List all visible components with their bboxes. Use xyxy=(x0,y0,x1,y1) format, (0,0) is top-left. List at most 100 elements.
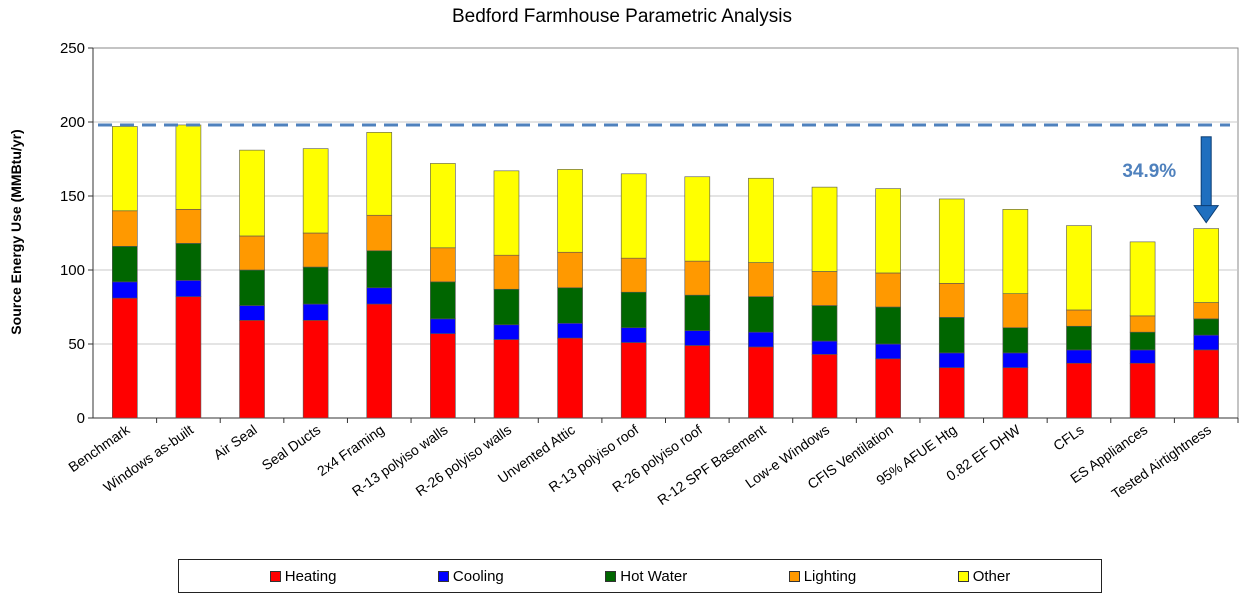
bar-other xyxy=(239,149,265,237)
bar-lighting xyxy=(875,272,901,308)
bar-heating xyxy=(620,342,647,419)
bar-heating xyxy=(1129,362,1156,419)
y-tick-label: 150 xyxy=(60,188,85,205)
legend-item: Cooling xyxy=(437,567,504,585)
bar-heating xyxy=(557,337,583,419)
legend-swatch xyxy=(605,570,617,582)
x-tick-label: R-12 SPF Basement xyxy=(654,421,768,508)
bar-cooling xyxy=(684,330,711,346)
bar-hot-water xyxy=(1193,318,1219,336)
bar-heating xyxy=(1066,362,1092,419)
bar-heating xyxy=(1002,367,1029,419)
bar-other xyxy=(620,173,647,259)
bar-other xyxy=(748,177,774,263)
bar-lighting xyxy=(302,232,329,268)
chart-title: Bedford Farmhouse Parametric Analysis xyxy=(451,6,793,27)
bar-heating xyxy=(748,346,774,419)
bar-hot-water xyxy=(620,291,647,329)
y-tick-label: 200 xyxy=(60,114,85,131)
bar-other xyxy=(875,188,901,274)
bar-other xyxy=(430,163,456,249)
bar-heating xyxy=(684,345,711,419)
bar-heating xyxy=(875,358,901,419)
bar-hot-water xyxy=(811,305,838,342)
bar-hot-water xyxy=(1002,327,1029,354)
legend-label: Heating xyxy=(284,567,337,585)
bar-cooling xyxy=(175,280,202,297)
x-tick-label: CFLs xyxy=(1050,421,1087,453)
legend-item: Other xyxy=(957,568,1010,585)
annotation-arrow-head xyxy=(1193,205,1220,224)
x-tick-label: Air Seal xyxy=(210,421,259,462)
bar-hot-water xyxy=(1129,331,1156,351)
legend-item: Hot Water xyxy=(605,568,687,585)
bar-cooling xyxy=(1066,349,1092,364)
bar-cooling xyxy=(748,331,774,348)
bar-other xyxy=(175,124,202,210)
bar-cooling xyxy=(811,340,838,355)
bar-hot-water xyxy=(1066,325,1092,351)
bar-cooling xyxy=(620,327,647,343)
bar-cooling xyxy=(1193,334,1219,351)
legend-swatch xyxy=(269,570,281,582)
bar-other xyxy=(811,186,838,272)
annotation-arrow-shaft xyxy=(1200,136,1212,208)
bar-cooling xyxy=(875,343,901,360)
legend-swatch xyxy=(788,570,800,582)
bar-lighting xyxy=(1002,293,1029,329)
bar-hot-water xyxy=(239,269,265,306)
bar-hot-water xyxy=(366,250,393,289)
legend-item: Lighting xyxy=(788,567,857,585)
bar-cooling xyxy=(239,305,265,321)
bar-other xyxy=(1066,225,1092,311)
legend-label: Lighting xyxy=(803,567,857,585)
annotation-label: 34.9% xyxy=(1122,161,1176,182)
legend-swatch xyxy=(437,570,449,582)
bar-hot-water xyxy=(430,281,456,320)
bar-hot-water xyxy=(557,287,583,324)
bar-hot-water xyxy=(938,317,965,354)
bar-heating xyxy=(366,303,393,419)
bar-cooling xyxy=(938,352,965,368)
legend-label: Hot Water xyxy=(620,567,688,585)
bar-lighting xyxy=(938,283,965,318)
bar-lighting xyxy=(493,254,520,290)
bar-lighting xyxy=(811,271,838,306)
bar-cooling xyxy=(302,303,329,321)
bar-lighting xyxy=(748,262,774,297)
bar-heating xyxy=(175,296,202,419)
bar-cooling xyxy=(1002,352,1029,368)
bar-heating xyxy=(811,354,838,419)
bar-hot-water xyxy=(175,243,202,281)
bar-lighting xyxy=(1066,309,1092,327)
bar-lighting xyxy=(366,214,393,252)
bar-lighting xyxy=(684,260,711,296)
bar-hot-water xyxy=(748,296,774,333)
bar-heating xyxy=(493,339,520,419)
plot-frame xyxy=(92,47,1239,419)
bar-other xyxy=(938,198,965,284)
bar-lighting xyxy=(175,209,202,244)
bar-other xyxy=(684,176,711,262)
bar-other xyxy=(1002,209,1029,294)
bar-hot-water xyxy=(493,288,520,326)
legend-label: Cooling xyxy=(452,567,504,585)
y-tick-label: 0 xyxy=(77,410,85,427)
bar-other xyxy=(1193,228,1219,303)
bar-heating xyxy=(1193,349,1219,419)
bar-cooling xyxy=(112,281,138,299)
bar-cooling xyxy=(557,322,583,339)
bar-lighting xyxy=(1129,315,1156,333)
bar-other xyxy=(557,169,583,253)
legend-swatch xyxy=(957,570,969,582)
bar-hot-water xyxy=(875,306,901,345)
bar-other xyxy=(302,148,329,234)
bar-other xyxy=(112,126,138,212)
bar-hot-water xyxy=(684,294,711,331)
bar-lighting xyxy=(112,210,138,247)
y-tick-label: 250 xyxy=(60,40,85,57)
bar-heating xyxy=(938,367,965,419)
bar-heating xyxy=(239,320,265,419)
bar-cooling xyxy=(430,318,456,334)
